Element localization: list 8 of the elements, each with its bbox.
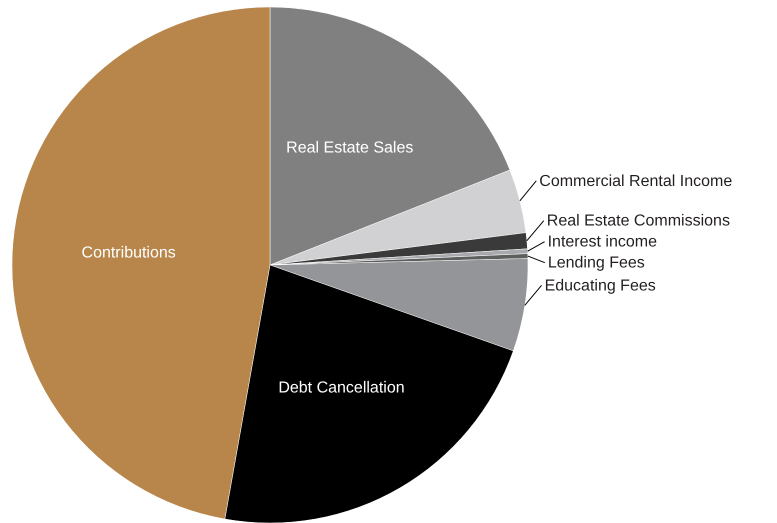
slice-label: Interest income bbox=[548, 234, 658, 251]
slice-label: Contributions bbox=[82, 244, 176, 262]
slice-label: Lending Fees bbox=[548, 254, 645, 272]
slice-label: Debt Cancellation bbox=[278, 380, 405, 397]
slice-label: Educating Fees bbox=[544, 277, 656, 294]
slice-label: Commercial Rental Income bbox=[539, 172, 732, 190]
slice-label: Real Estate Sales bbox=[286, 140, 414, 157]
slice-label: Real Estate Commissions bbox=[546, 212, 730, 230]
